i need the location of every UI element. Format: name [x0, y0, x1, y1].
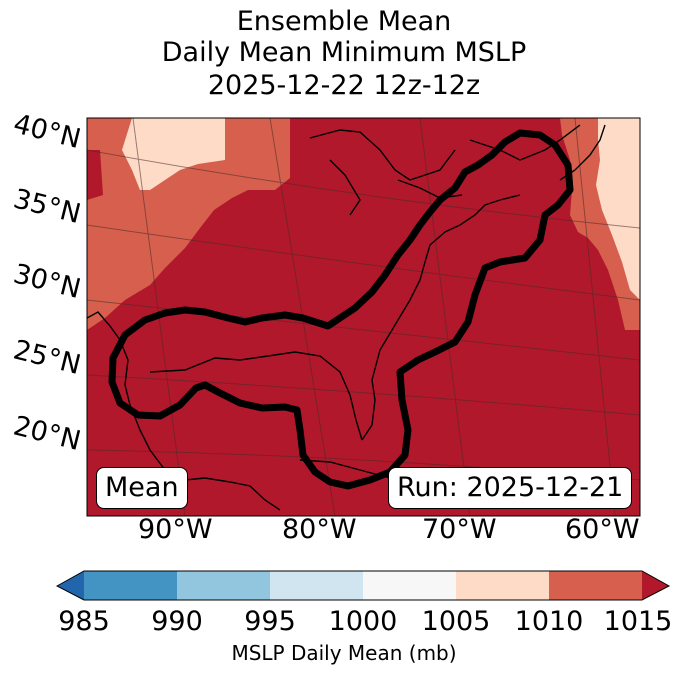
lon-label-80w: 80°W	[282, 514, 357, 545]
colorbar-bin-995-1000	[270, 571, 363, 600]
pressure-field-1010-1015-notch	[87, 150, 103, 200]
colorbar-bin-985-990	[84, 571, 177, 600]
colorbar-tick-995: 995	[244, 606, 296, 637]
lon-label-90w: 90°W	[138, 514, 213, 545]
contour-1010mb	[108, 129, 574, 490]
map-field	[87, 118, 640, 516]
colorbar-bin-990-995	[177, 571, 270, 600]
map-frame	[86, 117, 641, 517]
mean-label-box: Mean	[96, 467, 188, 509]
colorbar-extend-high	[642, 571, 669, 600]
colorbar-extend-low	[57, 571, 84, 600]
colorbar-tick-1005: 1005	[421, 606, 491, 637]
colorbar-tick-1000: 1000	[328, 606, 398, 637]
pressure-field-1000-1005-west	[122, 118, 225, 190]
lon-label-60w: 60°W	[565, 514, 640, 545]
run-date-box: Run: 2025-12-21	[388, 467, 633, 509]
colorbar-bin-1000-1005	[363, 571, 456, 600]
colorbar-label: MSLP Daily Mean (mb)	[231, 641, 457, 665]
colorbar-bin-1005-1010	[456, 571, 549, 600]
pressure-field-1000-1005-east	[596, 118, 640, 300]
coastlines	[87, 124, 606, 511]
lon-label-70w: 70°W	[422, 514, 497, 545]
colorbar-tick-1015: 1015	[603, 606, 673, 637]
title-line-1: Ensemble Mean	[236, 6, 452, 37]
title-line-2: Daily Mean Minimum MSLP	[161, 37, 527, 68]
title-line-3: 2025-12-22 12z-12z	[207, 70, 481, 101]
colorbar	[55, 570, 671, 601]
colorbar-tick-985: 985	[58, 606, 110, 637]
colorbar-bin-1010-1015	[549, 571, 642, 600]
colorbar-tick-990: 990	[151, 606, 203, 637]
colorbar-tick-1010: 1010	[514, 606, 584, 637]
